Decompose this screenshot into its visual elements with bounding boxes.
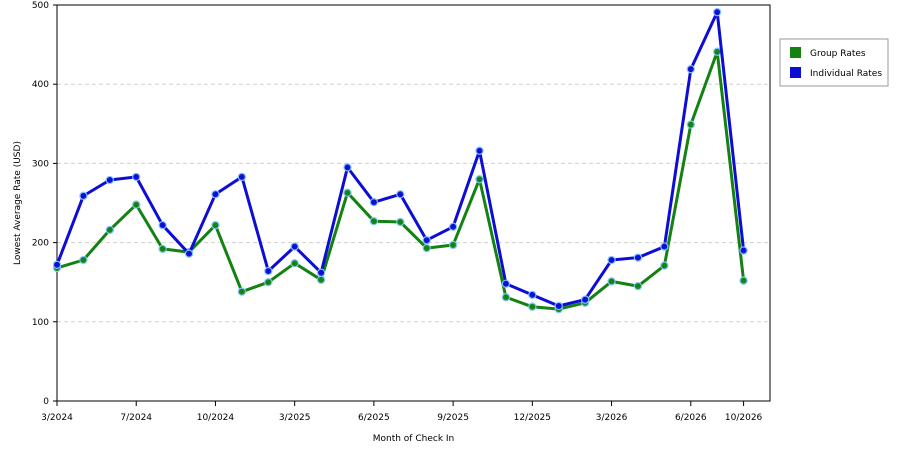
- data-point-individual-rates: [739, 246, 748, 255]
- data-point-group-rates: [739, 276, 748, 285]
- axis-layer: 0 100 200 300 400 500 3/2024 7/2024 10/2024 3/202…: [32, 1, 763, 423]
- data-point-individual-rates: [712, 7, 722, 17]
- data-point-group-rates: [528, 302, 537, 311]
- series-line-group-rates: [56, 50, 746, 311]
- y-tick-label: 500: [32, 1, 49, 11]
- data-point-group-rates: [448, 240, 458, 250]
- legend-box: [779, 38, 889, 87]
- data-point-group-rates: [607, 277, 616, 286]
- data-point-group-rates: [343, 188, 352, 197]
- data-point-individual-rates: [79, 191, 88, 201]
- y-tick-label: 0: [43, 397, 49, 407]
- x-tick-label: 7/2024: [120, 413, 152, 423]
- data-point-individual-rates: [316, 268, 326, 277]
- data-point-group-rates: [290, 258, 299, 268]
- data-point-individual-rates: [343, 163, 352, 172]
- data-point-individual-rates: [554, 301, 563, 311]
- y-tick-label: 400: [32, 80, 49, 90]
- data-point-group-rates: [105, 225, 115, 235]
- data-point-group-rates: [264, 278, 273, 287]
- data-point-individual-rates: [422, 236, 431, 245]
- data-point-group-rates: [79, 255, 88, 265]
- legend-swatch-individual-rates: [790, 67, 801, 78]
- data-point-individual-rates: [52, 260, 62, 269]
- legend-swatch-group-rates: [790, 47, 801, 58]
- data-point-individual-rates: [686, 64, 695, 74]
- data-point-individual-rates: [211, 190, 220, 199]
- series-group-rates: [52, 47, 748, 314]
- data-point-individual-rates: [290, 242, 299, 251]
- y-tick-label: 300: [32, 159, 49, 169]
- data-point-individual-rates: [158, 220, 167, 230]
- x-tick-label: 10/2026: [725, 413, 763, 423]
- x-tick-label: 9/2025: [437, 413, 469, 423]
- data-point-individual-rates: [475, 146, 484, 155]
- data-point-group-rates: [660, 261, 669, 270]
- data-point-group-rates: [422, 243, 431, 253]
- data-point-group-rates: [237, 287, 247, 296]
- data-point-group-rates: [475, 175, 484, 184]
- data-point-group-rates: [633, 281, 643, 291]
- y-tick-label: 100: [32, 318, 49, 328]
- data-point-individual-rates: [448, 222, 458, 231]
- data-point-individual-rates: [132, 172, 141, 182]
- data-point-group-rates: [132, 200, 141, 209]
- x-tick-label: 3/2024: [41, 413, 73, 423]
- data-point-group-rates: [712, 47, 722, 56]
- legend-label-group-rates: Group Rates: [810, 49, 866, 59]
- legend-label-individual-rates: Individual Rates: [810, 69, 882, 79]
- data-point-group-rates: [501, 293, 511, 302]
- x-tick-label: 12/2025: [514, 413, 551, 423]
- data-point-group-rates: [158, 244, 167, 254]
- data-point-group-rates: [369, 217, 379, 226]
- data-point-individual-rates: [633, 253, 643, 262]
- legend: Group Rates Individual Rates: [779, 38, 889, 87]
- data-point-individual-rates: [264, 266, 273, 276]
- x-tick-label: 3/2025: [279, 413, 311, 423]
- data-point-individual-rates: [660, 242, 669, 251]
- data-point-individual-rates: [237, 172, 247, 182]
- data-point-group-rates: [211, 220, 220, 230]
- data-point-individual-rates: [580, 295, 590, 304]
- x-tick-label: 10/2024: [197, 413, 235, 423]
- series-layer: [52, 7, 748, 314]
- data-point-individual-rates: [501, 279, 511, 288]
- data-point-group-rates: [396, 217, 405, 227]
- series-line-individual-rates: [55, 10, 746, 308]
- x-tick-label: 3/2026: [596, 413, 628, 423]
- x-tick-label: 6/2025: [358, 413, 390, 423]
- data-point-individual-rates: [607, 255, 616, 265]
- series-individual-rates: [52, 7, 748, 311]
- data-point-individual-rates: [369, 198, 379, 207]
- data-point-individual-rates: [184, 249, 194, 258]
- data-point-individual-rates: [396, 190, 405, 199]
- y-tick-label: 200: [32, 239, 49, 249]
- x-tick-label: 6/2026: [675, 413, 707, 423]
- x-axis-title: Month of Check In: [373, 434, 455, 444]
- y-axis-title: Lowest Average Rate (USD): [13, 141, 23, 265]
- data-point-individual-rates: [105, 175, 115, 185]
- data-point-group-rates: [316, 275, 326, 285]
- data-point-individual-rates: [528, 290, 537, 300]
- grid-layer: [57, 83, 770, 323]
- data-point-group-rates: [686, 120, 695, 129]
- plot-frame: [56, 4, 771, 402]
